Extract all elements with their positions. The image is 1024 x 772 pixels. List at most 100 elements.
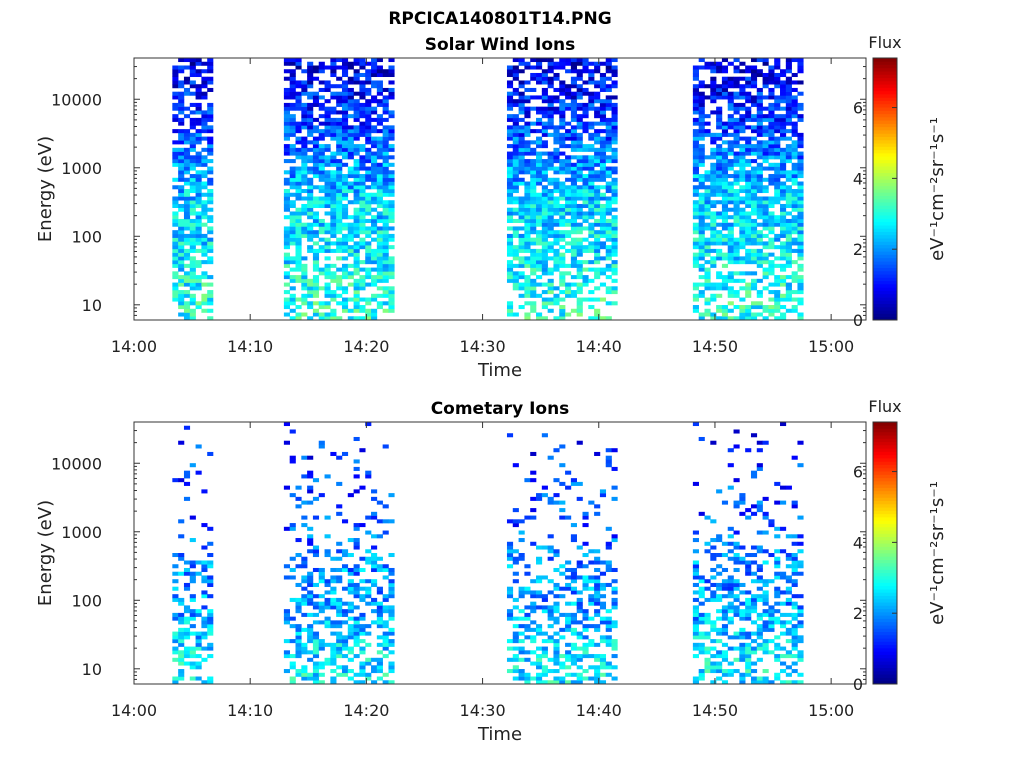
flux-cell <box>756 207 763 212</box>
flux-cell <box>588 203 595 209</box>
flux-cell <box>780 215 787 220</box>
flux-cell <box>576 114 583 119</box>
flux-cell <box>750 545 758 550</box>
flux-cell <box>178 185 185 190</box>
flux-cell <box>530 177 537 182</box>
flux-cell <box>553 263 560 268</box>
flux-cell <box>692 256 699 261</box>
flux-cell <box>570 248 577 253</box>
flux-cell <box>797 106 804 111</box>
flux-cell <box>318 609 325 614</box>
flux-cell <box>524 218 531 223</box>
flux-cell <box>774 290 781 295</box>
flux-cell <box>506 155 514 160</box>
flux-cell <box>330 676 337 681</box>
flux-cell <box>733 553 740 558</box>
flux-cell <box>347 181 354 186</box>
flux-cell <box>594 256 601 261</box>
flux-cell <box>750 72 758 78</box>
flux-cell <box>605 226 612 231</box>
flux-cell <box>336 245 343 250</box>
colorbar-swatch <box>873 94 897 98</box>
flux-cell <box>347 582 354 587</box>
colorbar-swatch <box>873 247 897 252</box>
flux-cell <box>797 609 804 614</box>
flux-cell <box>692 590 699 595</box>
flux-cell <box>353 538 360 543</box>
flux-cell <box>570 61 577 66</box>
flux-cell <box>172 140 179 145</box>
flux-cell <box>605 233 612 238</box>
flux-cell <box>797 650 804 655</box>
flux-cell <box>178 162 185 167</box>
flux-cell <box>324 263 331 268</box>
flux-cell <box>178 661 185 666</box>
flux-cell <box>785 189 792 194</box>
flux-cell <box>692 680 699 685</box>
flux-cell <box>582 162 589 167</box>
flux-cell <box>318 106 325 111</box>
flux-cell <box>599 129 607 134</box>
flux-cell <box>518 530 525 535</box>
flux-cell <box>541 58 548 63</box>
flux-cell <box>745 286 752 291</box>
flux-cell <box>733 151 740 156</box>
flux-cell <box>559 99 566 104</box>
flux-cell <box>762 639 769 644</box>
flux-cell <box>183 305 191 310</box>
flux-cell <box>365 590 372 595</box>
flux-cell <box>365 218 372 223</box>
flux-cell <box>512 549 519 554</box>
flux-cell <box>570 293 577 298</box>
flux-cell <box>704 170 711 175</box>
flux-cell <box>559 481 566 486</box>
flux-cell <box>582 564 589 569</box>
flux-cell <box>704 203 711 209</box>
flux-cell <box>512 99 519 104</box>
flux-cell <box>506 241 514 246</box>
flux-cell <box>541 230 548 235</box>
flux-cell <box>341 80 349 85</box>
flux-cell <box>559 627 566 632</box>
flux-cell <box>559 203 566 209</box>
flux-cell <box>698 218 705 223</box>
flux-cell <box>698 586 705 591</box>
flux-cell <box>727 185 734 190</box>
flux-cell <box>721 669 729 674</box>
flux-cell <box>301 301 308 306</box>
flux-cell <box>353 616 360 621</box>
flux-cell <box>195 181 202 186</box>
flux-cell <box>189 241 196 246</box>
flux-cell <box>365 166 372 171</box>
flux-cell <box>189 136 196 141</box>
flux-cell <box>178 620 185 625</box>
flux-cell <box>283 301 290 306</box>
flux-cell <box>797 233 804 238</box>
flux-cell <box>785 84 792 89</box>
flux-cell <box>698 117 705 122</box>
flux-cell <box>347 222 354 227</box>
flux-cell <box>710 282 717 287</box>
flux-cell <box>762 76 769 81</box>
colorbar-swatch <box>873 130 897 134</box>
flux-cell <box>295 275 302 280</box>
flux-cell <box>565 627 572 632</box>
cometary-y-axis-label: Energy (eV) <box>35 500 56 606</box>
flux-cell <box>512 519 519 524</box>
flux-cell <box>318 305 325 310</box>
flux-cell <box>588 170 595 175</box>
flux-cell <box>733 612 740 617</box>
flux-cell <box>692 481 699 486</box>
flux-cell <box>530 278 537 283</box>
flux-cell <box>506 129 514 134</box>
flux-cell <box>588 624 595 629</box>
colorbar-swatch <box>873 454 897 459</box>
flux-cell <box>330 293 337 298</box>
flux-cell <box>341 117 349 122</box>
flux-cell <box>588 245 595 250</box>
flux-cell <box>207 61 214 66</box>
flux-cell <box>207 301 214 306</box>
flux-cell <box>582 275 589 280</box>
flux-cell <box>289 76 296 81</box>
